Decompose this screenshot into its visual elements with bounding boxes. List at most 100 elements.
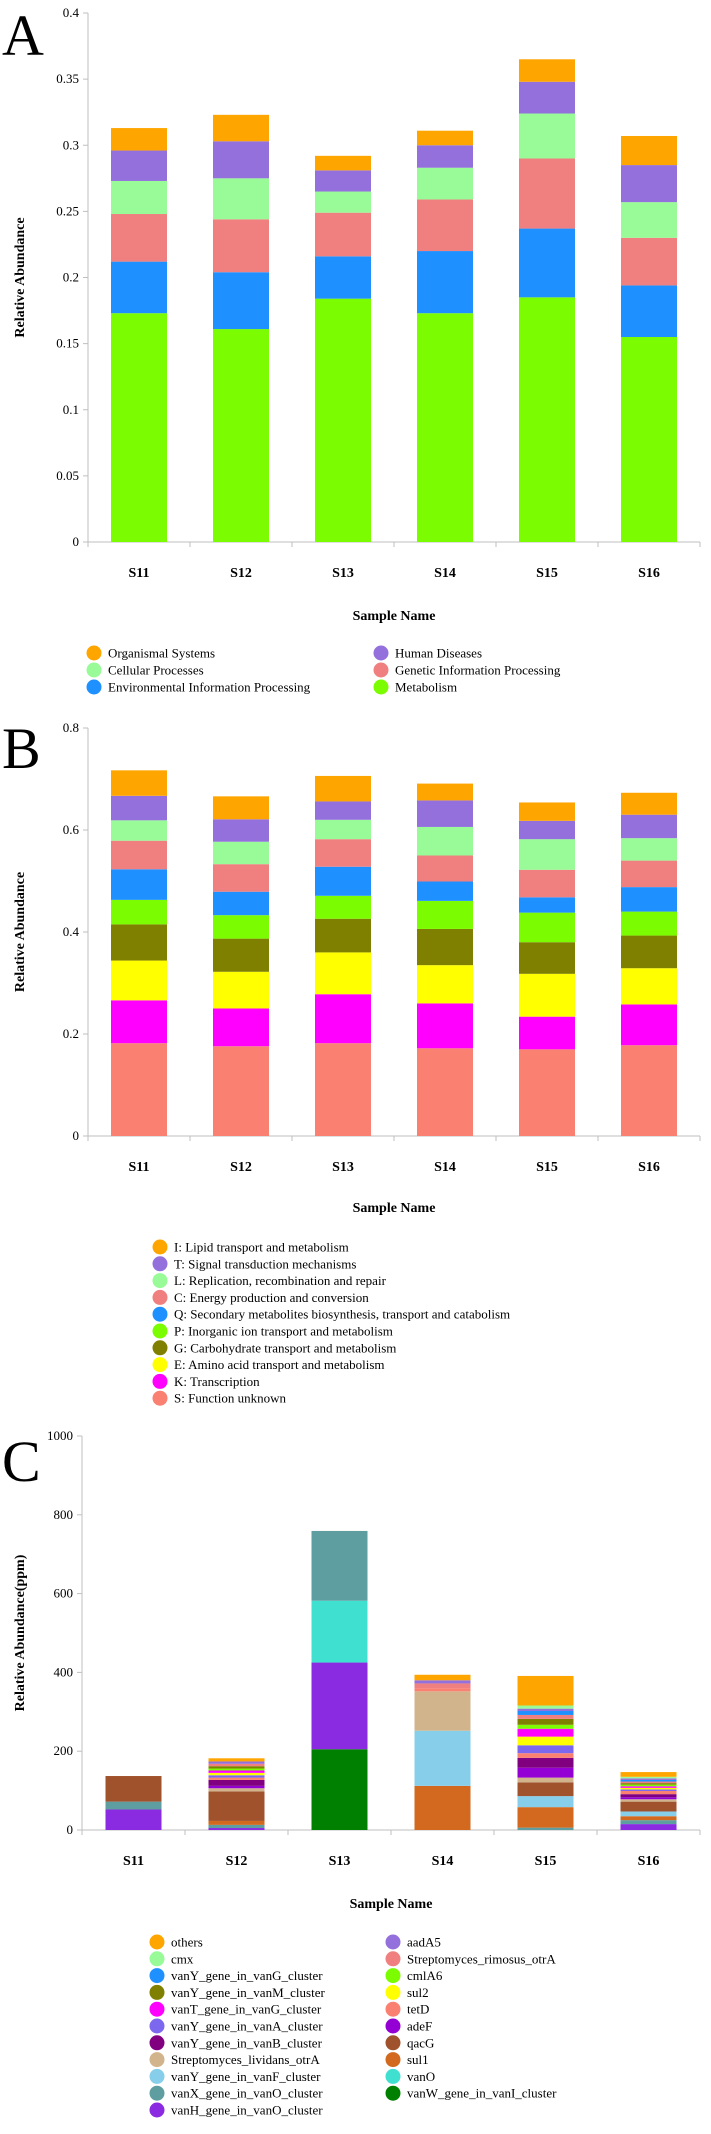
bar-sul1-s15 xyxy=(517,1807,574,1828)
bar-q-secondary-metabolites-biosynthesis-transport-and-catabolism-s12 xyxy=(213,891,269,916)
legend-label-aada5: aadA5 xyxy=(407,1935,441,1950)
bar-vanx-gene-in-vano-cluster-s11 xyxy=(105,1801,162,1810)
legend-label-cmla6: cmlA6 xyxy=(407,1968,443,1983)
bar-organismal-systems-s13 xyxy=(315,155,371,171)
bar-i-lipid-transport-and-metabolism-s13 xyxy=(315,775,371,802)
bar-environmental-information-processing-s12 xyxy=(213,272,269,330)
bar-p-inorganic-ion-transport-and-metabolism-s14 xyxy=(417,900,473,929)
bar-i-lipid-transport-and-metabolism-s12 xyxy=(213,796,269,820)
bar-l-replication-recombination-and-repair-s13 xyxy=(315,819,371,840)
bar-vany-gene-in-vanf-cluster-s16 xyxy=(620,1811,677,1817)
y-tick-label: 0 xyxy=(73,1128,80,1143)
legend-label-vany-gene-in-vanf-cluster: vanY_gene_in_vanF_cluster xyxy=(171,2069,321,2084)
bar-i-lipid-transport-and-metabolism-s15 xyxy=(519,802,575,821)
bar-i-lipid-transport-and-metabolism-s11 xyxy=(111,770,167,796)
legend-marker-human-diseases xyxy=(373,645,389,661)
legend-label-l-replication-recombination-and-repair: L: Replication, recombination and repair xyxy=(174,1273,387,1288)
legend-marker-organismal-systems xyxy=(86,645,102,661)
legend-label-human-diseases: Human Diseases xyxy=(395,646,482,661)
bar-others-s16 xyxy=(620,1772,677,1777)
y-tick-label: 800 xyxy=(54,1507,74,1522)
bar-s-function-unknown-s14 xyxy=(417,1048,473,1136)
bar-t-signal-transduction-mechanisms-s13 xyxy=(315,801,371,820)
legend-label-adef: adeF xyxy=(407,2019,432,2034)
bar-q-secondary-metabolites-biosynthesis-transport-and-catabolism-s11 xyxy=(111,869,167,900)
bar-environmental-information-processing-s15 xyxy=(519,228,575,298)
bar-vany-gene-in-vanb-cluster-s16 xyxy=(620,1794,677,1798)
bar-i-lipid-transport-and-metabolism-s16 xyxy=(621,792,677,815)
legend-marker-vany-gene-in-vang-cluster xyxy=(149,1968,165,1984)
bar-human-diseases-s15 xyxy=(519,81,575,114)
bar-c-energy-production-and-conversion-s11 xyxy=(111,840,167,870)
panel-letter-c: C xyxy=(2,1429,41,1494)
bar-cellular-processes-s13 xyxy=(315,191,371,213)
chart-b: 0 0.2 0.4 0.6 0.8 S11 S12 S13 S14 S15 S16 Sample Na… xyxy=(13,720,701,1406)
y-tick-label: 400 xyxy=(54,1664,74,1679)
legend-label-qacg: qacG xyxy=(407,2035,434,2050)
bar-vanx-gene-in-vano-cluster-s12 xyxy=(208,1824,265,1829)
legend-marker-cmx xyxy=(149,1951,165,1967)
category-label-s14: S14 xyxy=(434,1160,456,1175)
bar-vanx-gene-in-vano-cluster-s13 xyxy=(311,1530,368,1601)
bar-p-inorganic-ion-transport-and-metabolism-s11 xyxy=(111,899,167,925)
category-label-s11: S11 xyxy=(123,1854,144,1869)
bar-metabolism-s14 xyxy=(417,313,473,542)
bar-genetic-information-processing-s14 xyxy=(417,199,473,252)
legend-marker-adef xyxy=(385,2018,401,2034)
bar-l-replication-recombination-and-repair-s15 xyxy=(519,839,575,870)
panel-letter-a: A xyxy=(2,3,44,68)
bar-e-amino-acid-transport-and-metabolism-s15 xyxy=(519,973,575,1017)
legend-marker-metabolism xyxy=(373,679,389,695)
bar-tetd-s16 xyxy=(620,1790,677,1795)
bar-i-lipid-transport-and-metabolism-s14 xyxy=(417,783,473,801)
y-axis-title: Relative Abundance xyxy=(13,217,28,337)
bar-organismal-systems-s12 xyxy=(213,114,269,142)
bar-streptomyces-rimosus-otra-s12 xyxy=(208,1763,265,1767)
panel-letter-b: B xyxy=(2,716,41,781)
bar-t-signal-transduction-mechanisms-s14 xyxy=(417,800,473,827)
bar-vano-s13 xyxy=(311,1600,368,1663)
bar-organismal-systems-s15 xyxy=(519,59,575,82)
bar-vanw-gene-in-vani-cluster-s13 xyxy=(311,1749,368,1830)
legend-marker-tetd xyxy=(385,2001,401,2017)
bar-cmla6-s16 xyxy=(620,1784,677,1787)
bar-s-function-unknown-s13 xyxy=(315,1043,371,1136)
legend-marker-i-lipid-transport-and-metabolism xyxy=(152,1239,168,1255)
y-tick-label: 0.2 xyxy=(63,1026,79,1041)
bar-sul1-s16 xyxy=(620,1816,677,1821)
bar-others-s12 xyxy=(208,1758,265,1762)
bar-cellular-processes-s11 xyxy=(111,180,167,215)
legend-label-vany-gene-in-vanm-cluster: vanY_gene_in_vanM_cluster xyxy=(171,1985,325,2000)
bar-e-amino-acid-transport-and-metabolism-s12 xyxy=(213,971,269,1009)
legend-marker-q-secondary-metabolites-biosynthesis-transport-and-catabolism xyxy=(152,1306,168,1322)
bar-e-amino-acid-transport-and-metabolism-s11 xyxy=(111,960,167,1001)
legend-label-sul2: sul2 xyxy=(407,1985,429,2000)
bar-vany-gene-in-vanb-cluster-s12 xyxy=(208,1779,265,1786)
bar-sul2-s16 xyxy=(620,1787,677,1790)
legend-marker-l-replication-recombination-and-repair xyxy=(152,1273,168,1289)
legend-label-p-inorganic-ion-transport-and-metabolism: P: Inorganic ion transport and metabolis… xyxy=(174,1324,393,1339)
bar-organismal-systems-s14 xyxy=(417,130,473,146)
legend-label-vant-gene-in-vang-cluster: vanT_gene_in_vanG_cluster xyxy=(171,2002,322,2017)
category-label-s11: S11 xyxy=(128,566,149,581)
bar-vant-gene-in-vang-cluster-s16 xyxy=(620,1786,677,1788)
legend-label-metabolism: Metabolism xyxy=(395,680,457,695)
legend-marker-streptomyces-lividans-otra xyxy=(149,2052,165,2068)
y-tick-label: 0.05 xyxy=(56,468,79,483)
bar-streptomyces-rimosus-otra-s16 xyxy=(620,1781,677,1784)
legend-label-genetic-information-processing: Genetic Information Processing xyxy=(395,663,561,678)
bar-t-signal-transduction-mechanisms-s15 xyxy=(519,820,575,840)
bar-metabolism-s12 xyxy=(213,329,269,542)
bar-k-transcription-s12 xyxy=(213,1008,269,1047)
bar-vany-gene-in-vanm-cluster-s15 xyxy=(517,1718,574,1725)
bar-environmental-information-processing-s11 xyxy=(111,261,167,314)
bar-genetic-information-processing-s13 xyxy=(315,212,371,257)
y-tick-label: 0 xyxy=(73,534,80,549)
bar-k-transcription-s14 xyxy=(417,1003,473,1049)
bar-sul1-s12 xyxy=(208,1820,265,1825)
bar-streptomyces-lividans-otra-s14 xyxy=(414,1691,471,1731)
bar-vany-gene-in-vana-cluster-s15 xyxy=(517,1745,574,1754)
bar-aada5-s14 xyxy=(414,1680,471,1684)
bar-vant-gene-in-vang-cluster-s12 xyxy=(208,1770,265,1773)
bar-q-secondary-metabolites-biosynthesis-transport-and-catabolism-s15 xyxy=(519,897,575,913)
